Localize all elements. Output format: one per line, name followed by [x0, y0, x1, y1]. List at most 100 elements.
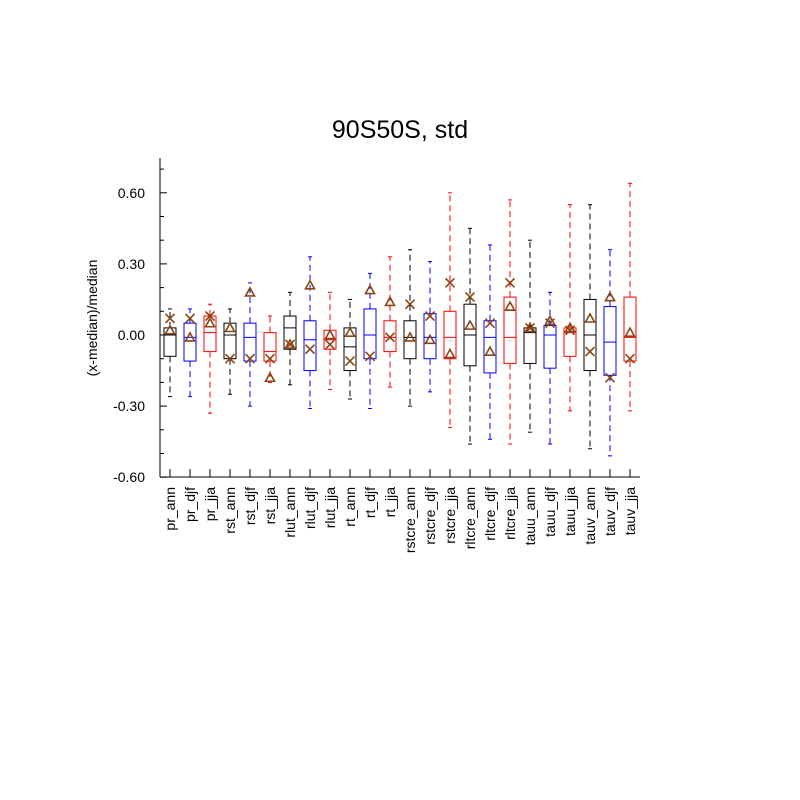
iqr-box — [163, 327, 177, 357]
iqr-box — [563, 327, 577, 357]
triangle-marker — [184, 331, 196, 342]
triangle-marker — [284, 338, 296, 349]
iqr-box — [383, 320, 397, 353]
y-axis-label: (x-median)/median — [84, 260, 100, 377]
box-rt_djf — [363, 272, 377, 409]
triangle-marker — [464, 319, 476, 330]
x-tick-label: tauu_ann — [522, 487, 538, 545]
x-tick-label: tauv_ann — [582, 487, 598, 545]
cross-marker — [464, 292, 476, 303]
triangle-marker — [264, 371, 276, 383]
iqr-box — [503, 296, 517, 364]
triangle-marker — [604, 290, 616, 302]
x-tick-label: tauv_jja — [622, 487, 638, 535]
iqr-box — [363, 308, 377, 360]
cross-marker — [624, 353, 636, 364]
y-tick-label: 0.00 — [118, 327, 145, 343]
iqr-box — [243, 322, 257, 362]
box-tauv_djf — [603, 249, 617, 457]
triangle-marker — [624, 326, 636, 338]
iqr-box — [183, 322, 197, 362]
cross-marker — [364, 351, 376, 362]
iqr-box — [603, 306, 617, 376]
triangle-marker — [224, 321, 236, 333]
iqr-box — [203, 315, 217, 353]
x-tick-label: rlut_djf — [302, 487, 318, 529]
triangle-marker — [564, 321, 576, 333]
x-tick-label: rstcre_jja — [442, 487, 458, 544]
y-tick-label: 0.30 — [118, 256, 145, 272]
iqr-box — [403, 320, 417, 360]
x-tick-label: pr_jja — [202, 487, 218, 521]
triangle-marker — [484, 345, 496, 356]
iqr-box — [523, 327, 537, 364]
cross-marker — [584, 346, 596, 357]
box-rlut_jja — [323, 291, 337, 391]
cross-marker — [404, 299, 416, 310]
x-tick-label: rltcre_djf — [482, 487, 498, 541]
box-tauu_djf — [543, 291, 557, 445]
box-rstcre_djf — [423, 261, 437, 393]
boxes-layer — [163, 182, 637, 457]
y-tick-label: -0.60 — [113, 469, 145, 485]
cross-marker — [344, 356, 356, 367]
cross-marker — [304, 344, 316, 355]
x-tick-label: rlut_ann — [282, 487, 298, 538]
triangle-marker — [324, 328, 336, 340]
triangle-marker — [584, 312, 596, 323]
triangle-marker — [164, 324, 176, 335]
triangle-marker — [304, 279, 316, 290]
x-tick-label: rlut_jja — [322, 487, 338, 528]
box-rstcre_ann — [403, 249, 417, 407]
x-tick-label: rstcre_ann — [402, 487, 418, 553]
box-rlut_djf — [303, 256, 317, 409]
box-rltcre_jja — [503, 199, 517, 445]
box-rt_jja — [383, 256, 397, 388]
x-tick-label: rst_jja — [262, 487, 278, 525]
box-pr_djf — [183, 308, 197, 398]
x-tick-label: tauu_jja — [562, 487, 578, 536]
box-rstcre_jja — [443, 192, 457, 428]
x-tick-label: rst_djf — [242, 487, 258, 525]
iqr-box — [423, 313, 437, 360]
cross-marker — [504, 277, 516, 288]
triangle-marker — [344, 326, 356, 338]
box-rst_ann — [223, 308, 237, 395]
box-pr_ann — [163, 308, 177, 398]
cross-marker — [224, 353, 236, 364]
iqr-box — [303, 320, 317, 372]
box-rltcre_ann — [463, 227, 477, 445]
box-rst_jja — [263, 315, 277, 383]
box-rt_ann — [343, 298, 357, 400]
iqr-box — [443, 310, 457, 360]
cross-marker — [324, 339, 336, 350]
triangle-marker — [544, 314, 556, 326]
x-tick-label: pr_djf — [182, 487, 198, 522]
y-tick-label: -0.30 — [113, 398, 145, 414]
cross-marker — [164, 313, 176, 324]
axes: -0.60 -0.30 0.00 0.30 0.60 — [113, 158, 640, 485]
iqr-box — [263, 332, 277, 362]
box-rst_djf — [243, 282, 257, 407]
chart-title: 90S50S, std — [332, 116, 468, 144]
cross-marker — [244, 353, 256, 364]
cross-marker — [424, 310, 436, 322]
iqr-box — [483, 320, 497, 374]
cross-marker — [484, 318, 496, 329]
box-tauv_jja — [623, 182, 637, 412]
iqr-box — [283, 315, 297, 350]
triangle-marker — [364, 283, 376, 295]
triangle-marker — [244, 286, 256, 297]
x-tick-label: rstcre_djf — [422, 487, 438, 545]
x-tick-labels: pr_ann pr_djf pr_jja rst_ann rst_djf rst_jja r… — [162, 487, 638, 553]
cross-marker — [444, 277, 456, 288]
cross-marker — [184, 313, 196, 324]
y-tick-label: 0.60 — [118, 185, 145, 201]
triangle-marker — [424, 333, 436, 345]
box-rlut_ann — [283, 291, 297, 386]
triangle-marker — [504, 300, 516, 311]
x-tick-label: rltcre_jja — [502, 487, 518, 540]
box-tauv_ann — [583, 204, 597, 450]
x-tick-label: tauu_djf — [542, 487, 558, 537]
